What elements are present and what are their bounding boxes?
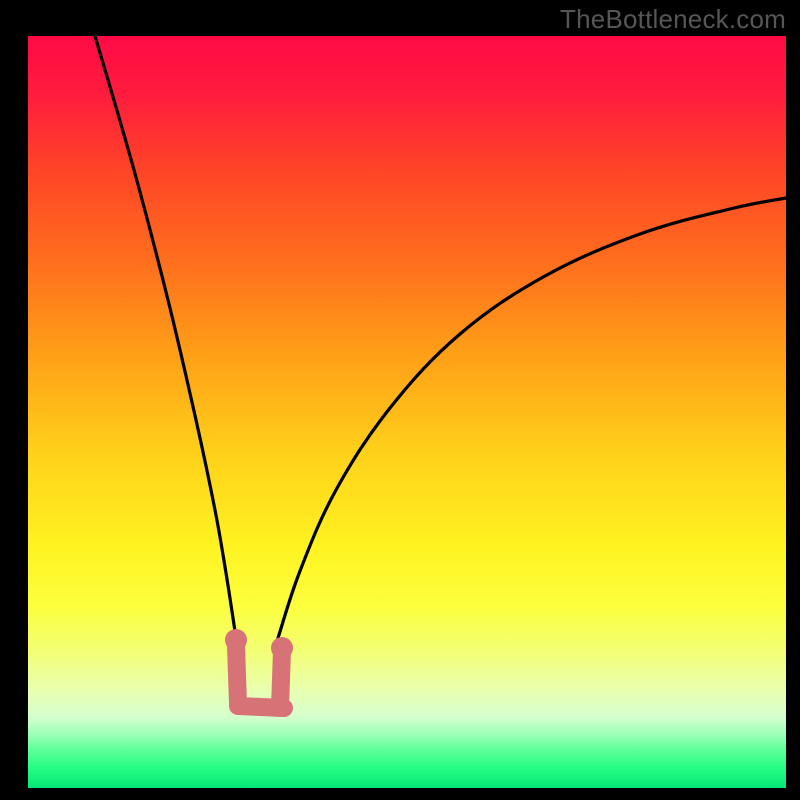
marker-right-dot (271, 637, 293, 659)
chart-container: TheBottleneck.com (0, 0, 800, 800)
plot-gradient (28, 36, 786, 788)
marker-left-dot (225, 629, 247, 651)
marker-left-segment (236, 646, 238, 704)
watermark-text: TheBottleneck.com (560, 4, 786, 35)
bottleneck-chart (0, 0, 800, 800)
